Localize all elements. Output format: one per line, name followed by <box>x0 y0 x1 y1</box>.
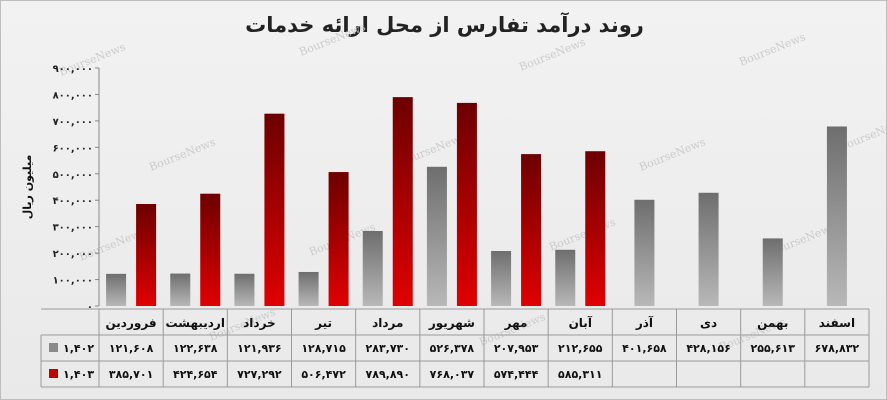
bar-series1-2 <box>234 273 255 306</box>
data-label-series1-4: ۲۸۳,۷۳۰ <box>366 342 410 355</box>
bar-series1-3 <box>298 271 319 306</box>
watermark-text: BourseNews <box>517 35 587 74</box>
legend-swatch-1 <box>49 343 58 352</box>
data-label-series1-2: ۱۲۱,۹۳۶ <box>237 342 281 355</box>
data-label-series1-3: ۱۲۸,۷۱۵ <box>301 342 346 355</box>
data-label-series1-1: ۱۲۲,۶۳۸ <box>173 342 218 355</box>
watermark-text: BourseNews <box>737 30 807 69</box>
data-label-series2-4: ۷۸۹,۸۹۰ <box>366 368 410 381</box>
bar-series1-11 <box>826 126 847 306</box>
y-axis-label: میلیون ریال <box>21 155 34 220</box>
y-tick-label: ۰ <box>87 302 93 313</box>
y-tick-label: ۶۰۰,۰۰۰ <box>53 143 93 154</box>
bar-series2-1 <box>200 193 221 306</box>
data-label-series2-3: ۵۰۶,۴۷۲ <box>301 368 346 381</box>
category-label-7: آبان <box>569 315 593 330</box>
category-label-11: اسفند <box>819 316 855 330</box>
data-label-series1-5: ۵۲۶,۳۷۸ <box>430 342 475 355</box>
y-tick-label: ۸۰۰,۰۰۰ <box>53 90 93 101</box>
category-label-3: تیر <box>314 316 332 330</box>
data-label-series1-10: ۲۵۵,۶۱۳ <box>751 342 796 355</box>
data-label-series1-8: ۴۰۱,۶۵۸ <box>622 342 667 355</box>
bar-series1-5 <box>426 166 447 306</box>
y-tick-label: ۲۰۰,۰۰۰ <box>53 249 93 260</box>
bar-series2-7 <box>585 151 606 306</box>
data-label-series2-2: ۷۲۷,۲۹۲ <box>237 368 282 381</box>
data-label-series2-5: ۷۶۸,۰۳۷ <box>430 368 475 381</box>
y-tick-label: ۴۰۰,۰۰۰ <box>53 196 93 207</box>
y-tick-label: ۳۰۰,۰۰۰ <box>53 223 93 234</box>
bar-series2-0 <box>136 204 157 306</box>
category-label-5: شهریور <box>428 316 475 331</box>
y-tick-label: ۵۰۰,۰۰۰ <box>53 170 93 181</box>
category-label-4: مرداد <box>372 316 403 330</box>
watermark-text: BourseNews <box>547 215 617 254</box>
data-label-series1-6: ۲۰۷,۹۵۳ <box>494 342 539 355</box>
data-label-series1-7: ۲۱۲,۶۵۵ <box>558 342 603 355</box>
bar-series1-6 <box>491 251 512 306</box>
category-label-1: اردیبهشت <box>166 316 225 330</box>
bar-series1-8 <box>634 199 655 306</box>
bar-series2-2 <box>264 113 285 307</box>
legend-label-2: ۱,۴۰۳ <box>63 368 94 381</box>
bar-series2-3 <box>328 172 349 306</box>
data-label-series2-7: ۵۸۵,۳۱۱ <box>558 368 602 381</box>
category-label-8: آذر <box>635 315 654 330</box>
watermark-text: BourseNews <box>637 135 707 174</box>
category-label-9: دی <box>700 316 717 330</box>
bar-series1-7 <box>555 249 576 306</box>
watermark-text: BourseNews <box>147 135 217 174</box>
category-label-6: مهر <box>504 316 528 330</box>
category-label-10: بهمن <box>757 316 788 330</box>
bar-series2-4 <box>392 97 413 306</box>
bar-series1-10 <box>762 238 783 306</box>
y-tick-label: ۹۰۰,۰۰۰ <box>53 64 93 75</box>
legend-swatch-2 <box>49 369 58 378</box>
data-label-series1-9: ۴۲۸,۱۵۶ <box>686 342 730 355</box>
bar-series2-5 <box>456 102 477 306</box>
bar-series1-4 <box>362 230 383 306</box>
data-label-series1-0: ۱۲۱,۶۰۸ <box>109 342 154 355</box>
data-label-series2-1: ۴۲۴,۶۵۴ <box>173 368 218 381</box>
data-label-series2-6: ۵۷۴,۴۴۴ <box>494 368 539 381</box>
legend-label-1: ۱,۴۰۲ <box>63 342 94 355</box>
category-label-2: خرداد <box>243 316 276 330</box>
y-tick-label: ۱۰۰,۰۰۰ <box>53 276 93 287</box>
y-tick-label: ۷۰۰,۰۰۰ <box>53 117 93 128</box>
bar-series2-6 <box>521 154 542 306</box>
data-label-series1-11: ۶۷۸,۸۳۲ <box>815 342 860 355</box>
bar-series1-9 <box>698 192 719 306</box>
chart-title: روند درآمد تفارس از محل ارائه خدمات <box>245 13 644 37</box>
bar-series1-1 <box>170 273 191 306</box>
watermark-text: BourseNews <box>297 20 367 59</box>
category-label-0: فروردین <box>106 316 157 331</box>
data-label-series2-0: ۳۸۵,۷۰۱ <box>109 368 153 381</box>
bar-series1-0 <box>106 273 127 306</box>
